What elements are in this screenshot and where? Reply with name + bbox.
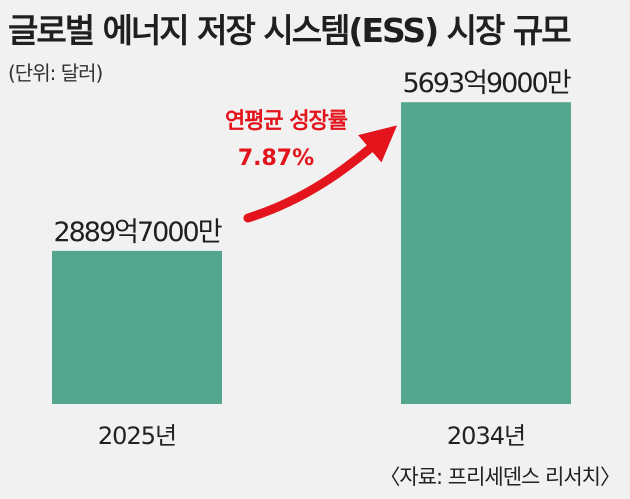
bar-value-label-0: 2889억7000만 bbox=[53, 217, 221, 248]
category-label-0: 2025년 bbox=[98, 422, 176, 450]
growth-rate-value: 7.87% bbox=[238, 146, 314, 171]
chart-title: 글로벌 에너지 저장 시스템(ESS) 시장 규모 bbox=[8, 11, 572, 50]
unit-label: (단위: 달러) bbox=[8, 61, 103, 85]
bar-value-label-1: 5693억9000만 bbox=[402, 68, 570, 99]
bar-1 bbox=[401, 102, 571, 404]
source-note: 〈자료: 프리세덴스 리서치〉 bbox=[379, 465, 621, 489]
category-label-1: 2034년 bbox=[447, 422, 525, 450]
growth-arrow bbox=[243, 125, 398, 223]
bar-0 bbox=[52, 250, 222, 404]
growth-rate-label: 연평균 성장률 bbox=[225, 109, 348, 134]
